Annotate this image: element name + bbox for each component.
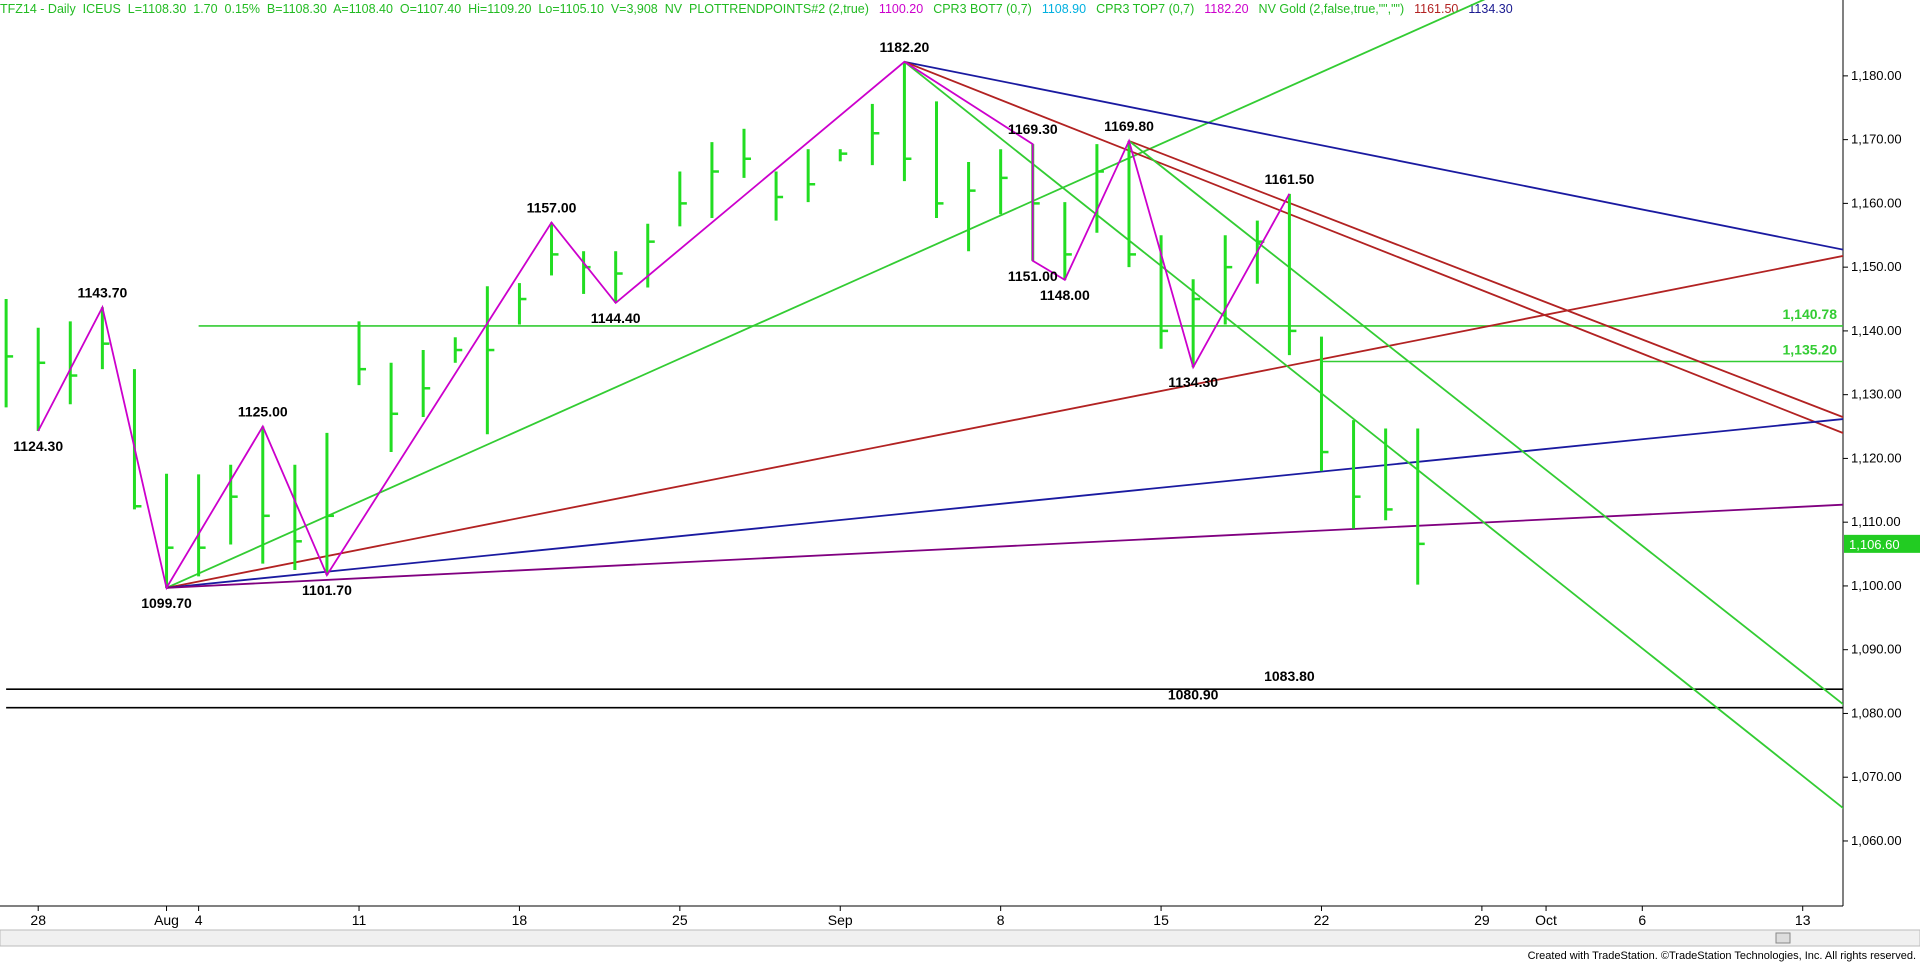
pivot-label: 1148.00 — [1040, 287, 1090, 303]
trendline — [166, 418, 1843, 589]
scroll-thumb[interactable] — [1775, 932, 1791, 944]
trendline — [903, 61, 1843, 810]
header: TFZ14 - Daily ICEUS L=1108.30 1.70 0.15%… — [0, 2, 1523, 20]
x-tick-label: 4 — [195, 912, 203, 928]
y-tick-label: 1,110.00 — [1851, 514, 1901, 529]
trendline — [1128, 140, 1843, 419]
level-label: 1,135.20 — [1783, 342, 1838, 358]
header-item: NV Gold (2,false,true,"","") — [1258, 2, 1405, 16]
x-tick-label: 15 — [1153, 912, 1169, 928]
last-price-box — [1844, 534, 1920, 553]
level-label: 1083.80 — [1264, 668, 1315, 684]
footer: Created with TradeStation. ©TradeStation… — [1527, 950, 1916, 962]
y-tick-label: 1,060.00 — [1851, 833, 1902, 848]
trendline — [166, 0, 1486, 589]
level-label: 1080.90 — [1168, 687, 1219, 703]
pivot-label: 1182.20 — [879, 39, 929, 55]
y-tick-label: 1,170.00 — [1851, 132, 1902, 147]
trendline — [166, 503, 1843, 589]
y-tick-label: 1,090.00 — [1851, 642, 1902, 657]
y-tick-label: 1,120.00 — [1851, 450, 1902, 465]
x-tick-label: 28 — [30, 912, 46, 928]
trendline — [904, 60, 1843, 251]
x-tick-label: 22 — [1314, 912, 1330, 928]
x-tick-label: 13 — [1795, 912, 1811, 928]
pivot-label: 1157.00 — [527, 200, 577, 216]
header-item: CPR3 BOT7 (0,7) — [933, 2, 1032, 16]
header-item: 1182.20 — [1204, 2, 1249, 16]
y-tick-label: 1,080.00 — [1851, 705, 1902, 720]
pivot-label: 1169.30 — [1008, 121, 1058, 137]
y-tick-label: 1,130.00 — [1851, 387, 1902, 402]
trendline — [166, 255, 1843, 589]
trendline — [904, 61, 1843, 434]
header-item: 1100.20 — [878, 2, 924, 16]
pivot-label: 1124.30 — [13, 438, 63, 454]
plot-area — [4, 0, 1843, 810]
x-tick-label: 18 — [512, 912, 528, 928]
pivot-label: 1144.40 — [591, 310, 641, 326]
y-tick-label: 1,140.00 — [1851, 323, 1902, 338]
last-price-label: 1,106.60 — [1849, 537, 1900, 552]
x-tick-label: Aug — [154, 912, 179, 928]
pivot-label: 1134.30 — [1168, 374, 1218, 390]
trendline — [1128, 140, 1843, 706]
header-item: TFZ14 - Daily ICEUS L=1108.30 1.70 0.15%… — [0, 2, 869, 16]
x-tick-label: Sep — [828, 912, 853, 928]
pivot-label: 1143.70 — [77, 284, 127, 300]
level-label: 1,140.78 — [1783, 306, 1838, 322]
x-tick-label: 29 — [1474, 912, 1490, 928]
y-tick-label: 1,150.00 — [1851, 259, 1902, 274]
scrollbar[interactable] — [0, 929, 1920, 947]
header-item: 1108.90 — [1041, 2, 1087, 16]
y-tick-label: 1,160.00 — [1851, 195, 1902, 210]
y-tick-label: 1,100.00 — [1851, 578, 1902, 593]
x-tick-label: 8 — [997, 912, 1005, 928]
header-item: 1134.30 — [1468, 2, 1513, 16]
header-item: CPR3 TOP7 (0,7) — [1096, 2, 1195, 16]
pivot-label: 1161.50 — [1264, 171, 1314, 187]
y-tick-label: 1,180.00 — [1851, 68, 1902, 83]
header-item: 1161.50 — [1414, 2, 1459, 16]
x-tick-label: Oct — [1535, 912, 1557, 928]
pivot-label: 1169.80 — [1104, 118, 1154, 134]
x-tick-label: 25 — [672, 912, 688, 928]
y-tick-label: 1,070.00 — [1851, 769, 1902, 784]
x-tick-label: 6 — [1638, 912, 1646, 928]
pivot-label: 1101.70 — [302, 582, 352, 598]
pivot-label: 1125.00 — [238, 404, 288, 420]
x-tick-label: 11 — [352, 912, 367, 928]
zigzag — [37, 60, 1291, 591]
pivot-label: 1151.00 — [1008, 268, 1058, 284]
pivot-label: 1099.70 — [141, 595, 192, 611]
